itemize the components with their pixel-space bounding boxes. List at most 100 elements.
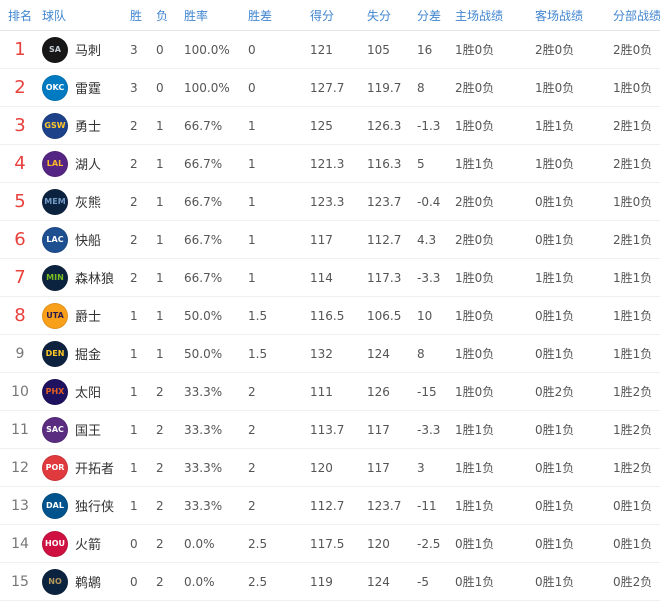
win_pct-cell: 0.0% bbox=[184, 574, 215, 589]
standings-row-mem: 5 MEM 灰熊 2 1 66.7% 1 123.3 123.7 -0.4 2胜0负 0胜1负 1胜0负 bbox=[0, 183, 660, 221]
team-name: 爵士 bbox=[75, 310, 102, 325]
spurs-logo: SA bbox=[42, 36, 68, 63]
games_behind-cell: 2 bbox=[248, 498, 256, 513]
team-cell[interactable]: OKC 雷霆 bbox=[40, 74, 128, 101]
clippers-logo: LAC bbox=[42, 226, 68, 253]
away_record-cell: 0胜1负 bbox=[535, 537, 575, 551]
standings-row-phx: 10 PHX 太阳 1 2 33.3% 2 111 126 -15 1胜0负 0胜2负 1胜2负 bbox=[0, 373, 660, 411]
win_pct-cell: 66.7% bbox=[184, 118, 223, 133]
team-cell[interactable]: HOU 火箭 bbox=[40, 530, 128, 557]
standings-row-por: 12 POR 开拓者 1 2 33.3% 2 120 117 3 1胜1负 0胜1负 1胜2负 bbox=[0, 449, 660, 487]
wins-cell: 1 bbox=[130, 346, 138, 361]
point_diff-cell: 5 bbox=[417, 156, 425, 171]
team-cell[interactable]: SA 马刺 bbox=[40, 36, 128, 63]
points_for-cell: 121 bbox=[310, 42, 333, 57]
division_record-cell: 1胜2负 bbox=[613, 385, 653, 399]
away_record-cell: 2胜0负 bbox=[535, 43, 575, 57]
point_diff-cell: -2.5 bbox=[417, 536, 441, 551]
team-cell[interactable]: DEN 掘金 bbox=[40, 340, 128, 367]
games_behind-cell: 0 bbox=[248, 42, 256, 57]
rank-number: 9 bbox=[15, 345, 25, 362]
team-cell[interactable]: MIN 森林狼 bbox=[40, 264, 128, 291]
games_behind-cell: 1.5 bbox=[248, 308, 268, 323]
away_record-cell: 1胜1负 bbox=[535, 271, 575, 285]
points_for-cell: 119 bbox=[310, 574, 333, 589]
away_record-cell: 0胜2负 bbox=[535, 385, 575, 399]
team-cell[interactable]: GSW 勇士 bbox=[40, 112, 128, 139]
wins-cell: 2 bbox=[130, 118, 138, 133]
win_pct-cell: 50.0% bbox=[184, 346, 223, 361]
rank-cell: 14 bbox=[0, 536, 40, 552]
rank-number: 8 bbox=[14, 305, 26, 326]
home_record-cell: 1胜1负 bbox=[455, 157, 495, 171]
rank-number: 6 bbox=[14, 229, 26, 250]
points_against-cell: 116.3 bbox=[367, 156, 402, 171]
standings-row-lac: 6 LAC 快船 2 1 66.7% 1 117 112.7 4.3 2胜0负 0胜1负 2胜1负 bbox=[0, 221, 660, 259]
wins-cell: 1 bbox=[130, 460, 138, 475]
team-cell[interactable]: DAL 独行侠 bbox=[40, 492, 128, 519]
rank-cell: 12 bbox=[0, 460, 40, 476]
wins-cell: 1 bbox=[130, 308, 138, 323]
home_record-cell: 1胜0负 bbox=[455, 119, 495, 133]
point_diff-cell: -3.3 bbox=[417, 422, 441, 437]
team-cell[interactable]: SAC 国王 bbox=[40, 416, 128, 443]
rank-number: 14 bbox=[11, 535, 29, 552]
away_record-cell: 0胜1负 bbox=[535, 423, 575, 437]
team-name: 森林狼 bbox=[75, 272, 115, 287]
losses-cell: 0 bbox=[156, 80, 164, 95]
games_behind-cell: 2.5 bbox=[248, 574, 268, 589]
column-header-win_pct: 胜率 bbox=[184, 8, 209, 23]
warriors-logo: GSW bbox=[42, 112, 68, 139]
games_behind-cell: 1 bbox=[248, 118, 256, 133]
losses-cell: 2 bbox=[156, 460, 164, 475]
division_record-cell: 1胜1负 bbox=[613, 347, 653, 361]
rank-number: 15 bbox=[11, 573, 29, 590]
home_record-cell: 1胜0负 bbox=[455, 385, 495, 399]
point_diff-cell: -11 bbox=[417, 498, 437, 513]
grizzlies-logo: MEM bbox=[42, 188, 68, 215]
rank-cell: 2 bbox=[0, 77, 40, 98]
points_against-cell: 117.3 bbox=[367, 270, 402, 285]
points_for-cell: 114 bbox=[310, 270, 333, 285]
home_record-cell: 0胜1负 bbox=[455, 575, 495, 589]
points_against-cell: 126 bbox=[367, 384, 390, 399]
rank-number: 7 bbox=[14, 267, 26, 288]
wins-cell: 3 bbox=[130, 42, 138, 57]
home_record-cell: 2胜0负 bbox=[455, 233, 495, 247]
team-name: 太阳 bbox=[75, 386, 102, 401]
home_record-cell: 2胜0负 bbox=[455, 81, 495, 95]
column-header-point_diff: 分差 bbox=[417, 8, 442, 23]
kings-logo: SAC bbox=[42, 416, 68, 443]
games_behind-cell: 1 bbox=[248, 270, 256, 285]
win_pct-cell: 33.3% bbox=[184, 422, 223, 437]
team-name: 独行侠 bbox=[75, 500, 115, 515]
column-header-rank: 排名 bbox=[8, 8, 33, 23]
team-cell[interactable]: POR 开拓者 bbox=[40, 454, 128, 481]
wins-cell: 3 bbox=[130, 80, 138, 95]
losses-cell: 1 bbox=[156, 194, 164, 209]
win_pct-cell: 100.0% bbox=[184, 42, 230, 57]
rank-number: 4 bbox=[14, 153, 26, 174]
team-cell[interactable]: PHX 太阳 bbox=[40, 378, 128, 405]
points_for-cell: 112.7 bbox=[310, 498, 345, 513]
team-cell[interactable]: LAC 快船 bbox=[40, 226, 128, 253]
rank-number: 1 bbox=[14, 39, 26, 60]
nuggets-logo: DEN bbox=[42, 340, 68, 367]
home_record-cell: 1胜0负 bbox=[455, 347, 495, 361]
team-cell[interactable]: NO 鹈鹕 bbox=[40, 568, 128, 595]
team-name: 国王 bbox=[75, 424, 102, 439]
home_record-cell: 0胜1负 bbox=[455, 537, 495, 551]
standings-row-lal: 4 LAL 湖人 2 1 66.7% 1 121.3 116.3 5 1胜1负 1胜0负 2胜1负 bbox=[0, 145, 660, 183]
standings-table-body: 1 SA 马刺 3 0 100.0% 0 121 105 16 1胜0负 2胜0负 2胜0负 2 OKC 雷霆… bbox=[0, 31, 660, 601]
team-name: 雷霆 bbox=[75, 82, 102, 97]
team-cell[interactable]: LAL 湖人 bbox=[40, 150, 128, 177]
points_for-cell: 121.3 bbox=[310, 156, 345, 171]
rank-number: 13 bbox=[11, 497, 29, 514]
points_for-cell: 117 bbox=[310, 232, 333, 247]
team-cell[interactable]: UTA 爵士 bbox=[40, 302, 128, 329]
team-cell[interactable]: MEM 灰熊 bbox=[40, 188, 128, 215]
wins-cell: 2 bbox=[130, 232, 138, 247]
games_behind-cell: 2 bbox=[248, 384, 256, 399]
standings-row-uta: 8 UTA 爵士 1 1 50.0% 1.5 116.5 106.5 10 1胜0负 0胜1负 1胜1负 bbox=[0, 297, 660, 335]
rank-cell: 1 bbox=[0, 39, 40, 60]
